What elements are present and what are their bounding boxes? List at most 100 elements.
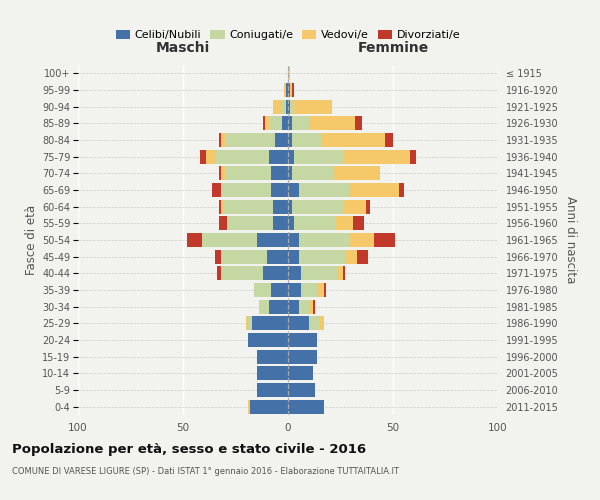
Bar [322, 133, 385, 147]
Bar [269, 150, 288, 164]
Bar [292, 133, 322, 147]
Bar [218, 200, 221, 214]
Bar [265, 116, 269, 130]
Bar [288, 350, 317, 364]
Bar [225, 166, 271, 180]
Bar [275, 133, 288, 147]
Bar [263, 266, 288, 280]
Bar [324, 283, 326, 297]
Bar [288, 233, 299, 247]
Bar [288, 116, 292, 130]
Bar [320, 316, 324, 330]
Bar [400, 183, 404, 197]
Bar [286, 100, 288, 114]
Bar [271, 166, 288, 180]
Bar [301, 266, 338, 280]
Bar [288, 200, 292, 214]
Bar [292, 200, 343, 214]
Bar [288, 333, 317, 347]
Bar [200, 150, 206, 164]
Bar [343, 266, 345, 280]
Bar [366, 200, 370, 214]
Bar [202, 233, 257, 247]
Bar [337, 216, 353, 230]
Bar [410, 150, 416, 164]
Bar [288, 166, 292, 180]
Text: Maschi: Maschi [156, 40, 210, 54]
Bar [349, 183, 400, 197]
Bar [257, 366, 288, 380]
Bar [343, 200, 366, 214]
Bar [343, 150, 410, 164]
Bar [385, 133, 393, 147]
Bar [274, 100, 282, 114]
Bar [257, 350, 288, 364]
Bar [271, 283, 288, 297]
Bar [353, 216, 364, 230]
Y-axis label: Anni di nascita: Anni di nascita [564, 196, 577, 284]
Bar [282, 116, 288, 130]
Bar [225, 133, 275, 147]
Bar [215, 150, 269, 164]
Bar [313, 300, 316, 314]
Bar [299, 183, 349, 197]
Bar [250, 400, 288, 414]
Bar [345, 250, 358, 264]
Bar [288, 283, 301, 297]
Bar [317, 283, 324, 297]
Bar [355, 116, 362, 130]
Bar [215, 250, 221, 264]
Bar [259, 300, 269, 314]
Bar [299, 300, 309, 314]
Bar [288, 216, 295, 230]
Bar [221, 133, 225, 147]
Bar [269, 116, 282, 130]
Bar [295, 100, 332, 114]
Bar [187, 233, 202, 247]
Bar [288, 316, 309, 330]
Bar [221, 266, 263, 280]
Bar [221, 183, 271, 197]
Bar [248, 400, 250, 414]
Bar [221, 166, 225, 180]
Bar [288, 366, 313, 380]
Bar [218, 166, 221, 180]
Bar [288, 266, 301, 280]
Bar [290, 100, 295, 114]
Bar [223, 200, 274, 214]
Bar [309, 116, 355, 130]
Bar [288, 300, 299, 314]
Bar [257, 233, 288, 247]
Bar [358, 250, 368, 264]
Y-axis label: Fasce di età: Fasce di età [25, 205, 38, 275]
Bar [257, 383, 288, 397]
Bar [252, 316, 288, 330]
Bar [288, 66, 290, 80]
Bar [338, 266, 343, 280]
Bar [271, 183, 288, 197]
Bar [248, 316, 252, 330]
Bar [274, 216, 288, 230]
Bar [269, 300, 288, 314]
Bar [301, 283, 317, 297]
Bar [212, 183, 221, 197]
Bar [374, 233, 395, 247]
Bar [282, 100, 286, 114]
Bar [267, 250, 288, 264]
Bar [217, 266, 221, 280]
Bar [299, 233, 349, 247]
Bar [218, 216, 227, 230]
Bar [334, 166, 380, 180]
Legend: Celibi/Nubili, Coniugati/e, Vedovi/e, Divorziati/e: Celibi/Nubili, Coniugati/e, Vedovi/e, Di… [112, 25, 464, 44]
Bar [292, 83, 295, 97]
Bar [292, 166, 334, 180]
Bar [288, 150, 295, 164]
Text: Femmine: Femmine [358, 40, 428, 54]
Bar [254, 283, 271, 297]
Bar [292, 116, 309, 130]
Bar [206, 150, 215, 164]
Bar [248, 333, 288, 347]
Bar [288, 400, 324, 414]
Bar [309, 316, 320, 330]
Bar [288, 183, 299, 197]
